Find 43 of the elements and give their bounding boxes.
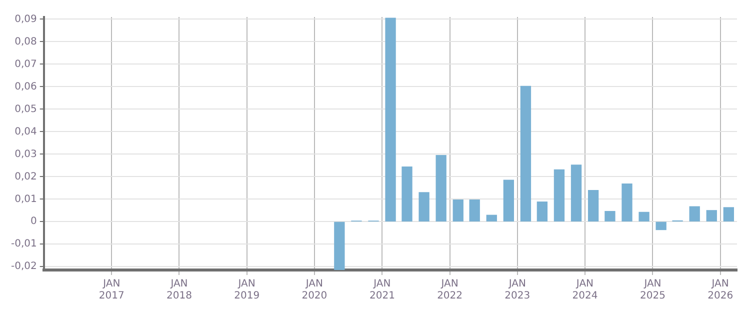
y-tick-label: 0,07 [14,58,37,70]
x-tick-label: JAN 2024 [572,278,598,302]
bar [554,169,565,222]
y-tick-label: 0,06 [14,81,37,92]
bar [486,214,497,222]
x-tick-label: JAN 2026 [708,278,734,302]
bar [570,164,582,222]
bar [706,210,717,222]
x-tick-label: JAN 2025 [640,278,666,302]
y-tick-label: 0,04 [14,126,37,138]
bar [503,180,514,222]
bar [689,206,700,222]
y-tick-label: 0,08 [14,36,37,48]
y-tick-label: 0 [30,216,37,228]
y-tick-label: 0,02 [14,171,37,182]
bar [334,222,345,270]
bar [385,18,396,222]
bar [536,202,548,222]
x-tick-label: JAN 2021 [369,278,395,302]
x-tick-label: JAN 2018 [166,278,192,302]
bar [588,190,599,222]
bar [402,166,412,222]
y-tick-label: 0,01 [14,194,37,205]
bar [436,154,446,222]
y-tick-label: 0,05 [14,104,37,115]
y-tick-label: 0,03 [14,148,37,160]
bar [469,200,480,222]
x-tick-label: JAN 2022 [437,278,463,302]
bar [604,210,616,222]
x-tick-label: JAN 2019 [234,278,260,302]
bar [622,184,632,222]
y-tick-label: -0,02 [11,261,37,272]
bar [656,222,666,230]
y-tick-label: 0,09 [14,14,37,25]
bar [638,212,650,222]
x-tick-label: JAN 2020 [302,278,328,302]
bar [723,207,734,222]
bar [520,86,532,222]
x-tick-label: JAN 2017 [98,278,124,302]
bar [452,200,464,222]
bar [418,192,430,222]
x-tick-label: JAN 2023 [504,278,530,302]
y-tick-label: -0,01 [11,238,37,250]
